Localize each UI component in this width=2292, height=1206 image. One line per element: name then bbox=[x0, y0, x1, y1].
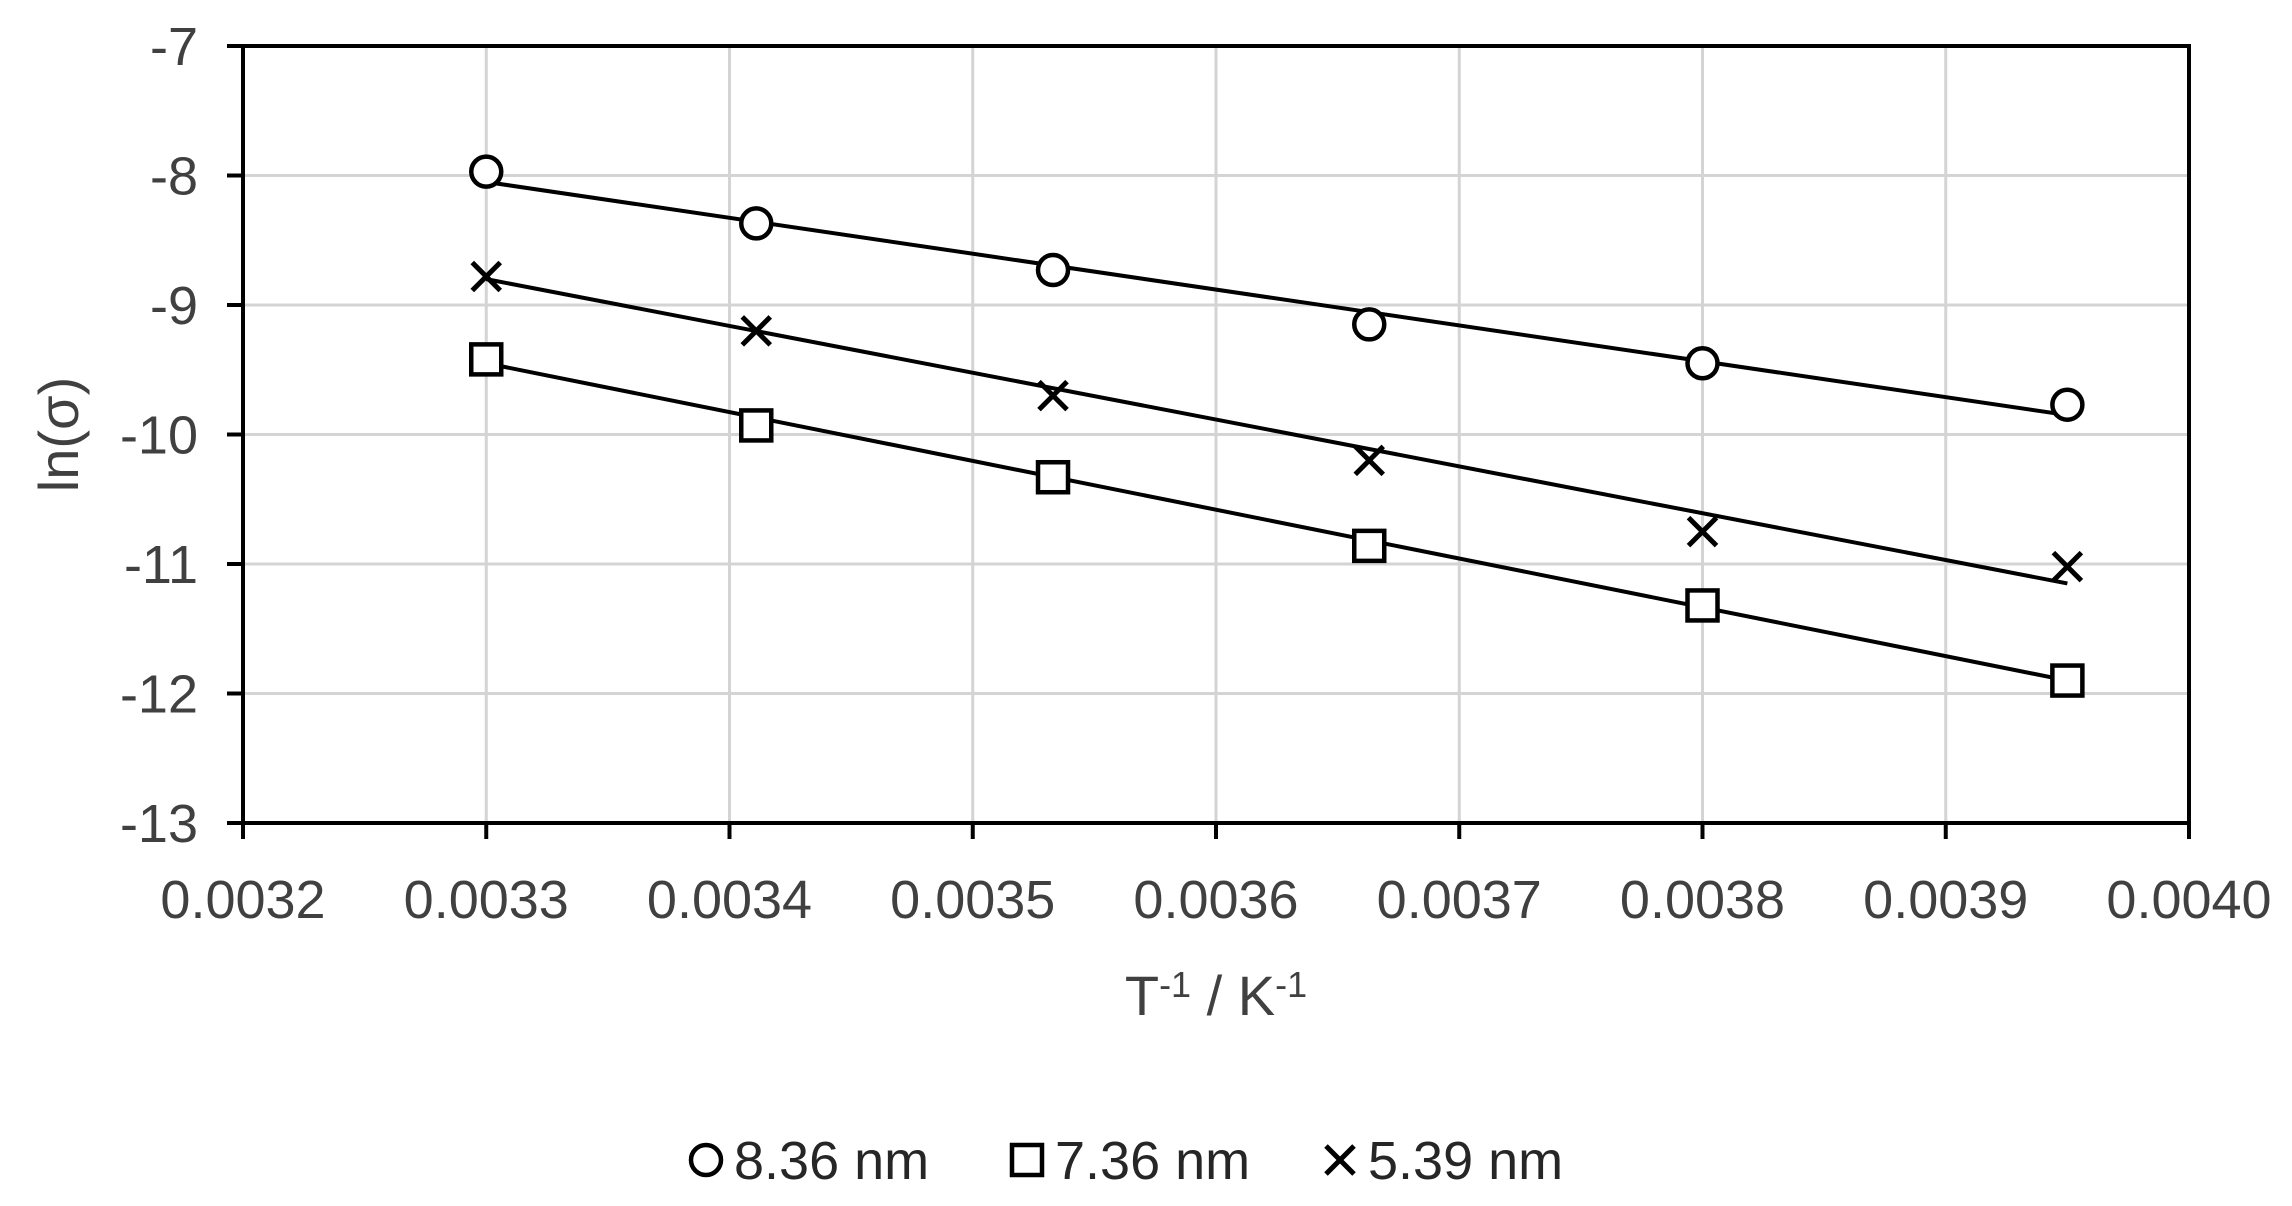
point-x-5 bbox=[2051, 550, 2084, 583]
y-tick-label-4: -11 bbox=[124, 535, 198, 595]
data-markers bbox=[469, 154, 2085, 698]
legend: 8.36 nm 7.36 nm 5.39 nm bbox=[688, 1131, 1563, 1191]
legend-label-circle: 8.36 nm bbox=[734, 1131, 929, 1191]
legend-label-square: 7.36 nm bbox=[1055, 1131, 1250, 1191]
x-tick-label-0: 0.0032 bbox=[160, 870, 325, 930]
legend-label-x: 5.39 nm bbox=[1368, 1131, 1563, 1191]
point-circle-5 bbox=[2050, 387, 2085, 422]
point-circle-1 bbox=[739, 206, 774, 241]
point-square-4 bbox=[1685, 588, 1720, 623]
point-square-5 bbox=[2050, 663, 2085, 698]
y-tick-label-1: -8 bbox=[150, 147, 198, 207]
y-tick-label-3: -10 bbox=[120, 406, 198, 466]
y-tick-label-2: -9 bbox=[150, 276, 198, 336]
point-x-3 bbox=[1353, 444, 1386, 477]
legend-marker-x-stroke-b bbox=[1324, 1144, 1356, 1176]
grid-lines bbox=[241, 44, 2191, 825]
point-x-4 bbox=[1686, 515, 1719, 548]
point-x-0-stroke-b bbox=[470, 260, 503, 293]
trendlines bbox=[485, 179, 2068, 683]
y-tick-label-5: -12 bbox=[120, 665, 198, 725]
point-x-1-stroke-b bbox=[740, 315, 773, 347]
point-x-4-stroke-b bbox=[1686, 515, 1719, 548]
point-square-2 bbox=[1035, 459, 1071, 495]
x-tick-label-4: 0.0036 bbox=[1133, 870, 1298, 930]
trendline-square bbox=[485, 361, 2068, 683]
x-tick-label-7: 0.0039 bbox=[1863, 870, 2028, 930]
x-axis-title-base2: K bbox=[1238, 964, 1275, 1027]
point-x-2 bbox=[1037, 379, 1069, 412]
legend-marker-square bbox=[1009, 1142, 1045, 1178]
trendline-x bbox=[485, 277, 2068, 586]
point-circle-0 bbox=[469, 154, 504, 189]
x-axis-title-sep: / bbox=[1191, 964, 1238, 1027]
legend-marker-x bbox=[1324, 1144, 1356, 1176]
x-tick-label-3: 0.0035 bbox=[890, 870, 1055, 930]
point-x-1 bbox=[740, 315, 773, 347]
trendline-circle bbox=[485, 179, 2068, 418]
point-x-2-stroke-b bbox=[1037, 379, 1069, 412]
point-circle-3 bbox=[1351, 307, 1387, 342]
y-axis-title: ln(σ) bbox=[27, 377, 90, 492]
point-x-0 bbox=[470, 260, 503, 293]
x-tick-label-1: 0.0033 bbox=[404, 870, 569, 930]
y-tick-label-6: -13 bbox=[120, 794, 198, 854]
y-tick-label-0: -7 bbox=[150, 17, 198, 77]
point-circle-2 bbox=[1035, 252, 1071, 288]
point-square-0 bbox=[469, 342, 504, 377]
x-tick-label-2: 0.0034 bbox=[647, 870, 812, 930]
legend-marker-circle bbox=[688, 1142, 724, 1178]
x-tick-label-8: 0.0040 bbox=[2106, 870, 2271, 930]
x-axis-title: T-1 / K-1 bbox=[1125, 964, 1307, 1027]
point-square-3 bbox=[1351, 528, 1387, 564]
x-axis-title-base1: T bbox=[1125, 964, 1159, 1027]
point-square-1 bbox=[739, 408, 774, 443]
x-tick-label-6: 0.0038 bbox=[1620, 870, 1785, 930]
point-circle-4 bbox=[1685, 346, 1720, 381]
point-x-5-stroke-b bbox=[2051, 550, 2084, 583]
x-axis-title-sup1: -1 bbox=[1159, 964, 1191, 1005]
x-tick-labels: 0.0032 0.0033 0.0034 0.0035 0.0036 0.0037 0.00… bbox=[160, 823, 2272, 930]
point-x-3-stroke-b bbox=[1353, 444, 1386, 477]
x-axis-title-sup2: -1 bbox=[1275, 964, 1307, 1005]
y-tick-labels: -7 -8 -9 -10 -11 -12 -13 bbox=[120, 17, 243, 854]
x-tick-label-5: 0.0037 bbox=[1377, 870, 1542, 930]
